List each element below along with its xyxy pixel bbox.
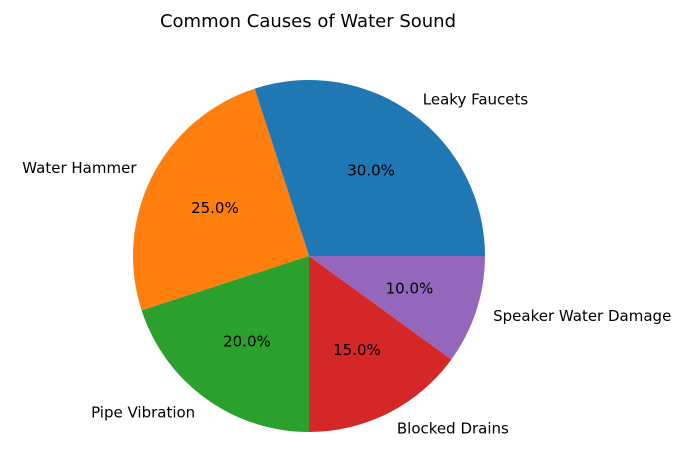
percent-label-pipe-vibration: 20.0%	[223, 332, 271, 350]
slices-layer	[133, 79, 485, 432]
pie-slice-water-hammer	[133, 88, 309, 311]
percent-labels-layer: 30.0% 25.0% 20.0% 15.0% 10.0%	[191, 162, 433, 360]
pie-slice-pipe-vibration	[141, 256, 309, 432]
percent-label-leaky-faucets: 30.0%	[347, 162, 395, 180]
pie-slice-speaker-water-damage	[309, 256, 485, 360]
slice-label-leaky-faucets: Leaky Faucets	[423, 90, 529, 108]
slice-label-pipe-vibration: Pipe Vibration	[91, 404, 195, 422]
pie-slice-blocked-drains	[309, 256, 452, 432]
chart-title: Common Causes of Water Sound	[160, 11, 456, 32]
percent-label-speaker-water-damage: 10.0%	[386, 280, 434, 298]
pie-slice-leaky-faucets	[254, 79, 485, 256]
slice-label-blocked-drains: Blocked Drains	[397, 419, 509, 437]
percent-label-blocked-drains: 15.0%	[333, 341, 381, 359]
slice-labels-layer: Leaky Faucets Water Hammer Pipe Vibration B…	[22, 90, 671, 437]
percent-label-water-hammer: 25.0%	[191, 199, 239, 217]
slice-label-speaker-water-damage: Speaker Water Damage	[493, 307, 671, 325]
slice-label-water-hammer: Water Hammer	[22, 159, 137, 177]
